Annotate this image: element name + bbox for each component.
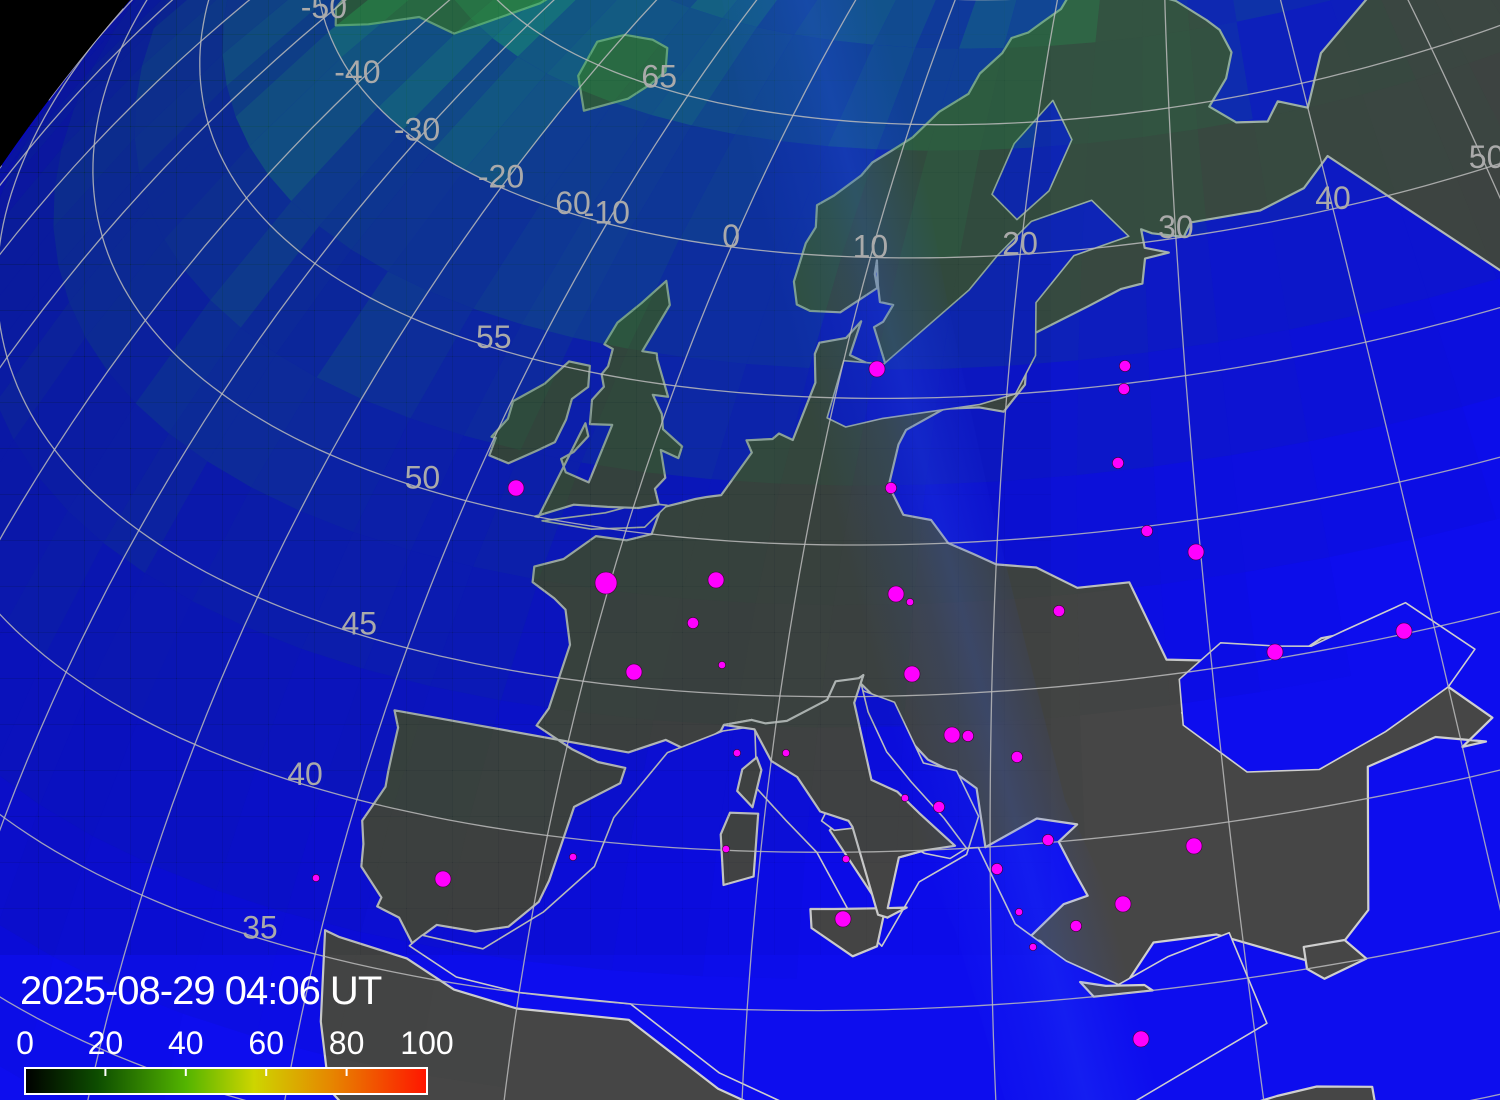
svg-text:20: 20 xyxy=(1002,225,1038,261)
svg-text:100: 100 xyxy=(400,1025,453,1061)
svg-text:20: 20 xyxy=(88,1025,124,1061)
svg-text:2025-08-29 04:06 UT: 2025-08-29 04:06 UT xyxy=(20,969,382,1013)
svg-text:40: 40 xyxy=(1315,180,1351,216)
svg-text:0: 0 xyxy=(722,218,740,254)
svg-text:40: 40 xyxy=(168,1025,204,1061)
svg-text:-40: -40 xyxy=(334,54,380,90)
svg-text:50: 50 xyxy=(405,460,441,496)
svg-text:30: 30 xyxy=(1158,209,1194,245)
svg-text:40: 40 xyxy=(287,756,323,792)
svg-text:65: 65 xyxy=(641,59,677,95)
svg-text:55: 55 xyxy=(476,319,512,355)
svg-text:45: 45 xyxy=(342,606,378,642)
svg-text:35: 35 xyxy=(242,910,278,946)
svg-text:50: 50 xyxy=(1469,139,1500,175)
svg-text:-30: -30 xyxy=(394,111,440,147)
svg-text:10: 10 xyxy=(853,228,889,264)
svg-text:60: 60 xyxy=(248,1025,284,1061)
svg-text:-20: -20 xyxy=(478,159,524,195)
svg-text:60: 60 xyxy=(555,185,591,221)
svg-text:80: 80 xyxy=(329,1025,365,1061)
svg-text:0: 0 xyxy=(16,1025,34,1061)
svg-text:-50: -50 xyxy=(301,0,347,25)
